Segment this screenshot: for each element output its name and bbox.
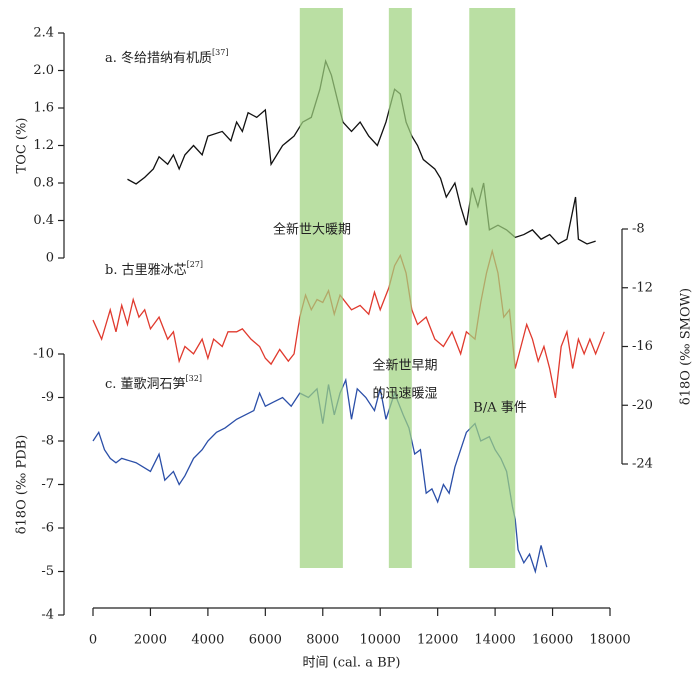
data-line bbox=[127, 58, 596, 245]
highlight-band bbox=[469, 8, 516, 568]
panel-label-text: c. 董歌洞石笋 bbox=[105, 376, 186, 392]
x-tick-label: 2000 bbox=[134, 633, 167, 648]
panel-label-text: b. 古里雅冰芯 bbox=[105, 263, 187, 278]
y-tick-label: 0 bbox=[46, 251, 54, 266]
annotation: B/A 事件 bbox=[473, 401, 526, 416]
y-tick-label: -8 bbox=[632, 222, 645, 237]
y-tick-label: 0.8 bbox=[33, 176, 54, 191]
x-tick-label: 10000 bbox=[360, 633, 401, 648]
y-tick-label: 2.4 bbox=[33, 26, 54, 41]
x-tick-label: 6000 bbox=[249, 633, 282, 648]
y-tick-label: -9 bbox=[41, 390, 54, 405]
y-axis-label: δ18O (‰ SMOW) bbox=[679, 288, 694, 405]
x-tick-label: 0 bbox=[89, 633, 97, 648]
y-tick-label: -10 bbox=[33, 347, 54, 362]
panel-reference: [27] bbox=[187, 260, 203, 269]
y-tick-label: -24 bbox=[632, 457, 653, 472]
x-tick-label: 8000 bbox=[306, 633, 339, 648]
panel-label: c. 董歌洞石笋[32] bbox=[105, 374, 202, 392]
y-tick-label: -20 bbox=[632, 398, 653, 413]
highlight-band bbox=[299, 8, 343, 568]
y-tick-label: 1.2 bbox=[33, 138, 54, 153]
x-tick-label: 12000 bbox=[417, 633, 458, 648]
y-axis-label: δ18O (‰ PDB) bbox=[15, 435, 30, 535]
x-tick-label: 14000 bbox=[474, 633, 515, 648]
y-tick-label: -8 bbox=[41, 434, 54, 449]
y-tick-label: -16 bbox=[632, 339, 653, 354]
y-tick-label: -6 bbox=[41, 521, 54, 536]
y-tick-label: -12 bbox=[632, 280, 653, 295]
x-tick-label: 16000 bbox=[532, 633, 573, 648]
y-tick-label: -4 bbox=[41, 608, 54, 623]
highlight-band bbox=[388, 8, 412, 568]
y-axis-label: TOC (%) bbox=[15, 118, 30, 174]
x-tick-label: 4000 bbox=[191, 633, 224, 648]
panel-label: a. 冬给措纳有机质[37] bbox=[105, 48, 228, 66]
panel-reference: [32] bbox=[186, 374, 202, 383]
panel-reference: [37] bbox=[212, 48, 228, 57]
panel-label-text: a. 冬给措纳有机质 bbox=[105, 50, 212, 66]
annotation: 的迅速暖湿 bbox=[372, 386, 437, 402]
y-tick-label: -5 bbox=[41, 564, 54, 579]
annotation: 全新世大暖期 bbox=[273, 222, 351, 238]
annotation: 全新世早期 bbox=[372, 358, 437, 374]
panel-label: b. 古里雅冰芯[27] bbox=[105, 260, 203, 278]
x-axis-label: 时间 (cal. a BP) bbox=[303, 656, 401, 671]
y-tick-label: 1.6 bbox=[33, 101, 54, 116]
y-tick-label: -7 bbox=[41, 477, 54, 492]
y-tick-label: 0.4 bbox=[33, 213, 54, 228]
data-line bbox=[92, 248, 605, 399]
y-tick-label: 2.0 bbox=[33, 63, 54, 78]
x-tick-label: 18000 bbox=[589, 633, 630, 648]
